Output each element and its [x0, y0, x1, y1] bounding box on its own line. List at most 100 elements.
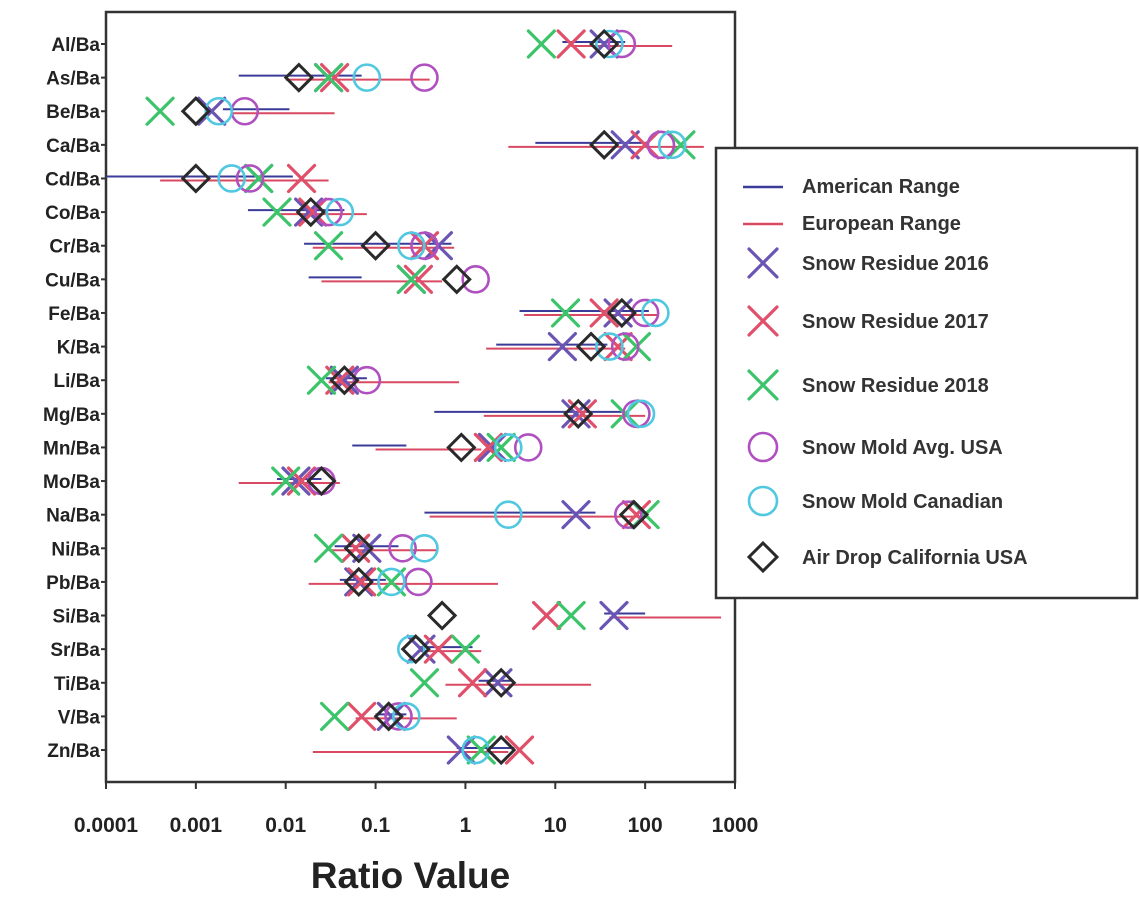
y-tick-label: Si/Ba: [52, 607, 100, 628]
snow-mold-canadian-marker: [494, 500, 523, 529]
snow-residue-2018-marker: [409, 668, 440, 698]
x-tick-label: 1: [460, 814, 472, 837]
legend-label: European Range: [802, 213, 961, 235]
snow-residue-2017-marker: [286, 163, 317, 194]
y-tick-label: Co/Ba: [45, 203, 100, 224]
snow-residue-2017-marker: [589, 298, 619, 328]
snow-mold-avg-usa-marker: [352, 365, 382, 395]
air-drop-california-usa-marker: [360, 230, 391, 261]
snow-residue-2018-marker: [526, 29, 556, 59]
x-tick-label: 0.1: [361, 814, 391, 837]
snow-residue-2017-marker: [298, 197, 328, 227]
snow-residue-2018-marker: [556, 600, 586, 631]
air-drop-california-usa-marker: [589, 28, 620, 60]
snow-residue-2017-marker: [403, 264, 434, 294]
snow-residue-2018-marker: [486, 432, 516, 463]
snow-mold-avg-usa-marker: [461, 265, 490, 294]
y-tick-label: Ni/Ba: [51, 539, 100, 560]
snow-mold-avg-usa-marker: [630, 298, 660, 328]
x-tick-label: 0.001: [170, 814, 223, 837]
snow-mold-canadian-marker: [641, 298, 670, 328]
snow-residue-2016-marker: [197, 96, 227, 126]
snow-residue-2016-legend-swatch: [747, 247, 779, 279]
y-tick-label: K/Ba: [57, 338, 101, 359]
air-drop-california-usa-marker: [486, 667, 517, 698]
air-drop-california-usa-marker: [306, 465, 337, 497]
snow-mold-avg-usa-marker: [610, 332, 640, 361]
air-drop-california-usa-marker: [343, 566, 374, 598]
air-drop-california-usa-marker: [400, 634, 431, 665]
air-drop-california-usa-marker: [441, 264, 472, 295]
snow-residue-2017-marker: [630, 130, 660, 160]
snow-mold-canadian-marker: [494, 433, 523, 462]
snow-mold-canadian-marker: [217, 164, 246, 193]
snow-residue-2017-marker: [457, 668, 488, 698]
snow-residue-2018-legend-swatch: [747, 369, 779, 401]
snow-residue-2018-marker: [262, 197, 292, 227]
snow-residue-2017-marker: [504, 735, 535, 765]
snow-residue-2018-marker: [466, 735, 496, 765]
snow-mold-avg-usa-marker: [607, 29, 637, 59]
plot-frame: [104, 10, 737, 784]
snow-mold-canadian-marker: [657, 130, 687, 160]
snow-mold-canadian-marker: [377, 567, 406, 597]
legend-label: Snow Mold Canadian: [802, 491, 1003, 513]
legend-label: Snow Residue 2016: [802, 253, 989, 275]
y-tick-label: Mg/Ba: [43, 405, 100, 426]
snow-mold-canadian-marker: [325, 197, 355, 227]
y-tick-label: Cr/Ba: [49, 237, 100, 258]
air-drop-california-usa-marker: [283, 62, 314, 93]
air-drop-california-usa-marker: [589, 129, 620, 160]
snow-mold-avg-usa-marker: [614, 500, 643, 529]
snow-residue-2018-marker: [306, 365, 337, 395]
snow-mold-avg-usa-marker: [410, 231, 439, 261]
snow-mold-canadian-marker: [352, 63, 382, 92]
air-drop-california-usa-marker: [563, 398, 594, 429]
y-tick-label: Cd/Ba: [45, 169, 100, 190]
legend-label: American Range: [802, 176, 960, 198]
snow-mold-avg-usa-marker: [646, 130, 676, 160]
air-drop-california-usa-marker: [180, 163, 211, 194]
air-drop-california-usa-marker: [343, 533, 374, 564]
snow-mold-canadian-marker: [204, 96, 234, 126]
x-tick-label: 0.01: [265, 814, 306, 837]
snow-residue-2017-marker: [320, 63, 350, 93]
data-markers: [145, 28, 696, 766]
snow-mold-canadian-marker: [461, 735, 490, 765]
y-tick-label: Ca/Ba: [46, 136, 100, 157]
snow-residue-2016-marker: [352, 533, 382, 563]
legend-label: Air Drop California USA: [802, 547, 1028, 569]
snow-residue-2018-marker: [621, 331, 652, 362]
snow-mold-avg-usa-marker: [230, 96, 260, 126]
y-tick-label: Be/Ba: [46, 102, 100, 123]
snow-mold-canadian-marker: [626, 399, 656, 429]
snow-mold-avg-usa-marker: [314, 197, 343, 227]
snow-mold-canadian-marker: [410, 533, 439, 563]
y-tick-label: Pb/Ba: [46, 573, 100, 594]
y-tick-label: Zn/Ba: [47, 741, 100, 762]
snow-residue-2018-marker: [313, 63, 344, 93]
snow-mold-canadian-marker: [397, 231, 426, 261]
y-axis-labels: Al/Ba As/Ba Be/Ba Ca/Ba Cd/Ba Co/Ba Cr/Ba Cu/Ba…: [43, 35, 106, 762]
snow-residue-2017-marker: [423, 634, 453, 664]
air-drop-california-usa-marker: [295, 196, 326, 228]
legend-box: [714, 146, 1139, 600]
snow-residue-2016-marker: [329, 365, 360, 395]
x-axis-ticks: 0.0001 0.001 0.01 0.1 1 10 100 1000: [74, 782, 758, 837]
x-axis-title: Ratio Value: [311, 855, 510, 896]
snow-residue-2018-marker: [313, 533, 344, 563]
snow-residue-2017-marker: [347, 701, 377, 732]
snow-mold-canadian-marker: [397, 634, 426, 664]
snow-residue-2018-marker: [145, 96, 175, 126]
legend-label: Snow Mold Avg. USA: [802, 437, 1003, 459]
y-tick-label: Ti/Ba: [54, 674, 101, 695]
y-tick-label: Mo/Ba: [43, 472, 100, 493]
snow-residue-2018-marker: [244, 163, 274, 194]
snow-residue-2016-marker: [344, 567, 374, 597]
air-drop-california-usa-legend-swatch: [746, 540, 780, 574]
snow-residue-2016-marker: [599, 600, 629, 631]
y-tick-label: Na/Ba: [46, 506, 100, 527]
air-drop-california-usa-marker: [575, 331, 607, 362]
y-tick-label: Cu/Ba: [45, 270, 100, 291]
snow-mold-avg-usa-marker: [404, 567, 433, 597]
